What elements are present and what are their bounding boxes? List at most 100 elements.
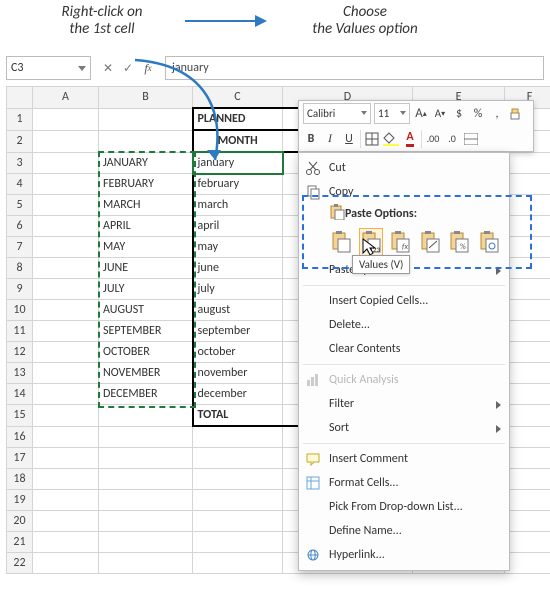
cell[interactable] [505, 363, 550, 384]
cell[interactable]: JANUARY [99, 152, 193, 174]
menu-cut[interactable]: Cut [299, 156, 509, 180]
cell[interactable]: NOVEMBER [99, 363, 193, 384]
cell[interactable] [193, 553, 283, 574]
menu-insert-copied[interactable]: Insert Copied Cells... [299, 289, 509, 313]
cell[interactable]: july [193, 279, 283, 300]
cell[interactable]: FEBRUARY [99, 174, 193, 195]
cell[interactable] [99, 130, 193, 152]
menu-hyperlink[interactable]: Hyperlink... [299, 543, 509, 567]
cell[interactable] [99, 511, 193, 532]
cell[interactable] [33, 469, 99, 490]
menu-insert-comment[interactable]: Insert Comment [299, 447, 509, 471]
row-header[interactable]: 14 [7, 384, 33, 405]
underline-button[interactable]: U [341, 129, 357, 148]
cell[interactable] [33, 174, 99, 195]
cell[interactable]: march [193, 195, 283, 216]
row-header[interactable]: 4 [7, 174, 33, 195]
row-header[interactable]: 22 [7, 553, 33, 574]
cell[interactable] [193, 426, 283, 448]
cell[interactable] [505, 490, 550, 511]
row-header[interactable]: 20 [7, 511, 33, 532]
cell[interactable]: may [193, 237, 283, 258]
cell[interactable] [505, 469, 550, 490]
cell[interactable]: january [193, 152, 283, 174]
cell[interactable] [33, 108, 99, 130]
font-color-icon[interactable]: A [402, 129, 418, 148]
row-header[interactable]: 15 [7, 405, 33, 427]
paste-option-values[interactable]: 123 [359, 228, 384, 256]
fill-color-icon[interactable] [383, 129, 399, 148]
cell[interactable] [99, 490, 193, 511]
cell[interactable] [33, 384, 99, 405]
increase-decimal-icon[interactable]: .0 [444, 129, 460, 148]
accounting-format-icon[interactable]: $ [451, 104, 467, 123]
cell[interactable] [33, 342, 99, 363]
cell[interactable] [33, 237, 99, 258]
cell[interactable]: february [193, 174, 283, 195]
col-header-A[interactable]: A [33, 87, 99, 109]
cell[interactable] [99, 108, 193, 130]
cell[interactable] [505, 321, 550, 342]
cell[interactable] [99, 532, 193, 553]
row-header[interactable]: 12 [7, 342, 33, 363]
row-header[interactable]: 2 [7, 130, 33, 152]
cancel-icon[interactable]: ✕ [99, 57, 117, 79]
row-header[interactable]: 19 [7, 490, 33, 511]
borders-icon[interactable] [364, 129, 380, 148]
cell[interactable]: MARCH [99, 195, 193, 216]
percent-format-icon[interactable]: % [470, 104, 486, 123]
cell[interactable] [33, 363, 99, 384]
cell[interactable] [193, 448, 283, 469]
menu-copy[interactable]: Copy [299, 180, 509, 204]
cell[interactable] [33, 448, 99, 469]
cell[interactable] [505, 195, 550, 216]
menu-clear[interactable]: Clear Contents [299, 337, 509, 361]
cell[interactable] [99, 426, 193, 448]
row-header[interactable]: 11 [7, 321, 33, 342]
paste-option-formatting[interactable]: % [447, 228, 472, 256]
cell[interactable] [505, 279, 550, 300]
row-header[interactable]: 21 [7, 532, 33, 553]
cell[interactable] [33, 426, 99, 448]
cell[interactable] [33, 490, 99, 511]
col-header-B[interactable]: B [99, 87, 193, 109]
cell[interactable] [505, 384, 550, 405]
row-header[interactable]: 1 [7, 108, 33, 130]
cell[interactable] [33, 279, 99, 300]
cell[interactable]: august [193, 300, 283, 321]
cell[interactable]: december [193, 384, 283, 405]
cell[interactable]: june [193, 258, 283, 279]
font-size-select[interactable]: 11 [374, 103, 410, 124]
cell[interactable] [193, 532, 283, 553]
cell[interactable] [33, 300, 99, 321]
cell[interactable]: october [193, 342, 283, 363]
cell[interactable] [33, 216, 99, 237]
cell[interactable] [505, 405, 550, 427]
cell[interactable] [33, 130, 99, 152]
italic-button[interactable]: I [322, 129, 338, 148]
cell[interactable] [505, 342, 550, 363]
cell[interactable] [99, 469, 193, 490]
accept-icon[interactable]: ✓ [119, 57, 137, 79]
row-header[interactable]: 5 [7, 195, 33, 216]
cell[interactable] [505, 511, 550, 532]
cell[interactable] [33, 511, 99, 532]
row-header[interactable]: 3 [7, 152, 33, 174]
cell[interactable] [505, 216, 550, 237]
format-painter-icon[interactable] [508, 104, 524, 123]
cell[interactable] [505, 532, 550, 553]
cell[interactable]: september [193, 321, 283, 342]
cell[interactable] [99, 448, 193, 469]
formula-input[interactable]: january [165, 56, 544, 80]
cell[interactable] [505, 237, 550, 258]
cell[interactable] [505, 553, 550, 574]
cell[interactable]: SEPTEMBER [99, 321, 193, 342]
paste-option-formulas[interactable]: fx [388, 228, 413, 256]
cell[interactable]: DECEMBER [99, 384, 193, 405]
cell[interactable] [505, 426, 550, 448]
cell[interactable]: november [193, 363, 283, 384]
merge-icon[interactable] [463, 129, 479, 148]
fx-icon[interactable]: fx [139, 57, 157, 79]
paste-option-link[interactable] [477, 228, 502, 256]
row-header[interactable]: 13 [7, 363, 33, 384]
